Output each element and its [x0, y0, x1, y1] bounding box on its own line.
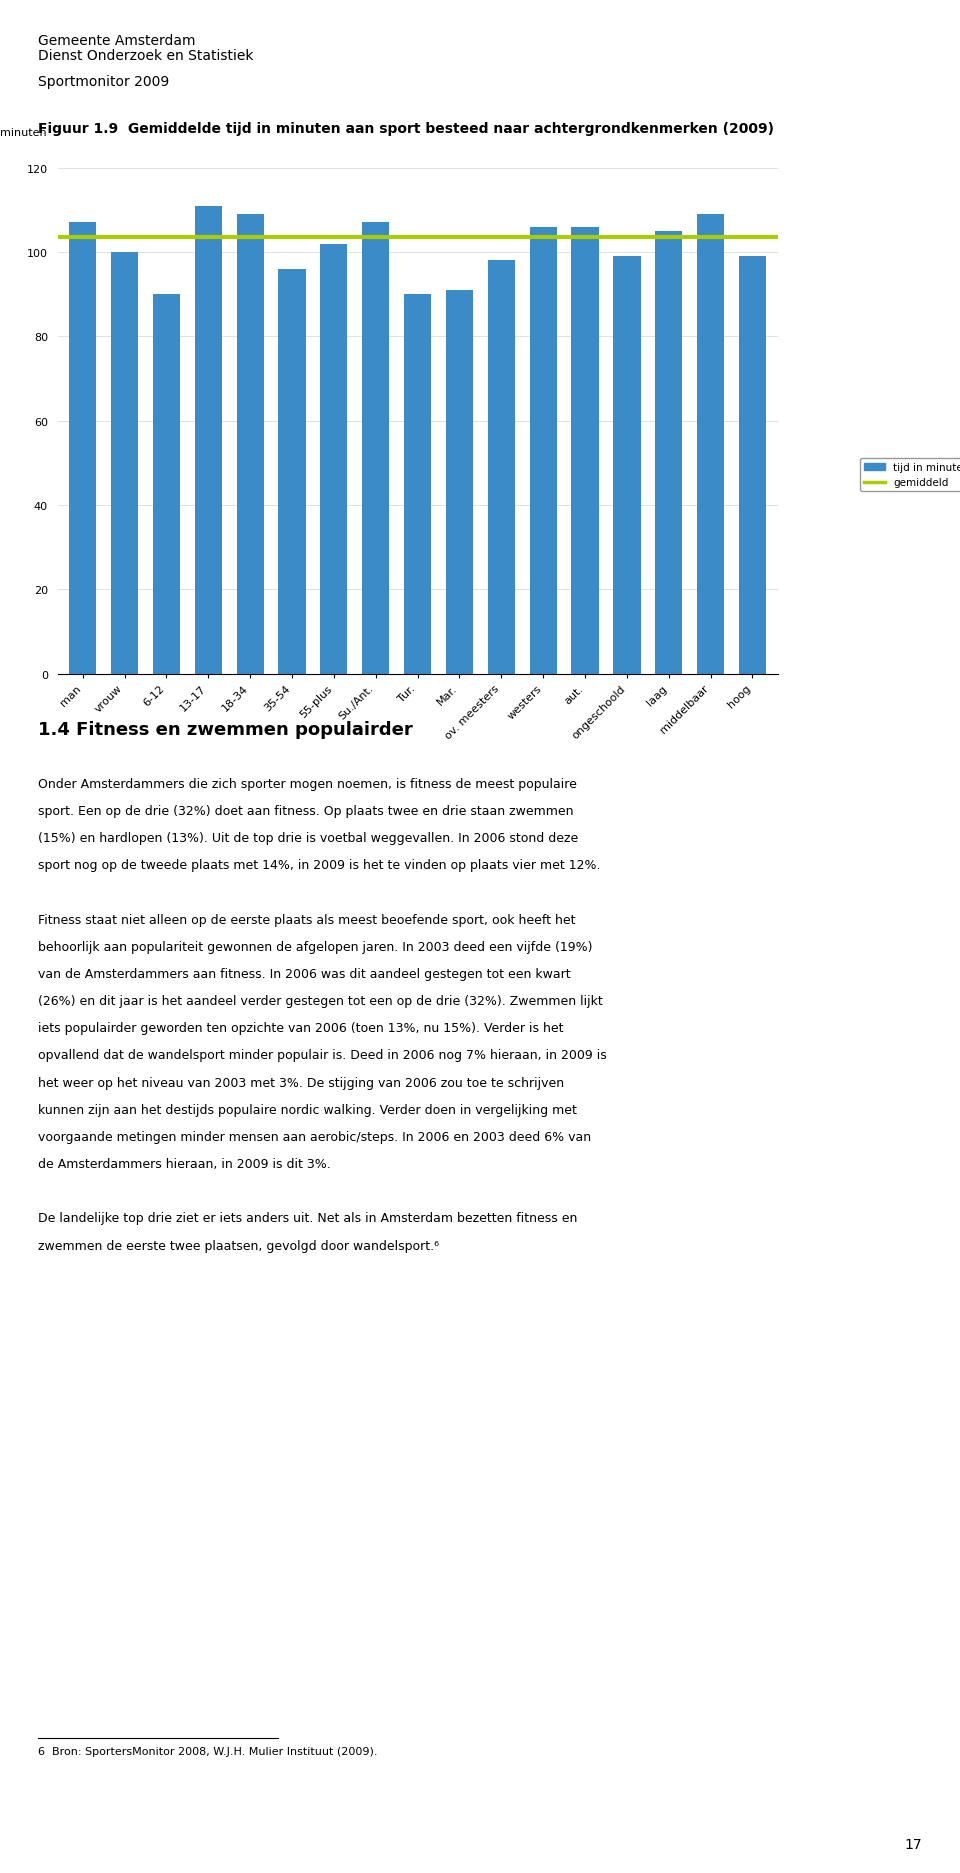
Text: Figuur 1.9  Gemiddelde tijd in minuten aan sport besteed naar achtergrondkenmerk: Figuur 1.9 Gemiddelde tijd in minuten aa…	[38, 122, 775, 135]
Bar	[153, 296, 180, 674]
Text: Fitness staat niet alleen op de eerste plaats als meest beoefende sport, ook hee: Fitness staat niet alleen op de eerste p…	[38, 912, 576, 925]
Bar	[655, 232, 683, 674]
Text: De landelijke top drie ziet er iets anders uit. Net als in Amsterdam bezetten fi: De landelijke top drie ziet er iets ande…	[38, 1212, 578, 1225]
Bar	[697, 215, 724, 674]
Legend: tijd in minuten, gemiddeld: tijd in minuten, gemiddeld	[860, 459, 960, 493]
Text: de Amsterdammers hieraan, in 2009 is dit 3%.: de Amsterdammers hieraan, in 2009 is dit…	[38, 1158, 331, 1171]
Text: kunnen zijn aan het destijds populaire nordic walking. Verder doen in vergelijki: kunnen zijn aan het destijds populaire n…	[38, 1103, 577, 1116]
Text: opvallend dat de wandelsport minder populair is. Deed in 2006 nog 7% hieraan, in: opvallend dat de wandelsport minder popu…	[38, 1049, 607, 1062]
Text: (15%) en hardlopen (13%). Uit de top drie is voetbal weggevallen. In 2006 stond : (15%) en hardlopen (13%). Uit de top dri…	[38, 832, 579, 845]
Text: Sportmonitor 2009: Sportmonitor 2009	[38, 75, 170, 88]
Text: Onder Amsterdammers die zich sporter mogen noemen, is fitness de meest populaire: Onder Amsterdammers die zich sporter mog…	[38, 777, 577, 790]
Bar	[236, 215, 264, 674]
Text: Gemeente Amsterdam: Gemeente Amsterdam	[38, 34, 196, 47]
Bar	[278, 270, 305, 674]
Text: van de Amsterdammers aan fitness. In 2006 was dit aandeel gestegen tot een kwart: van de Amsterdammers aan fitness. In 200…	[38, 966, 571, 980]
Bar	[111, 253, 138, 674]
Text: behoorlijk aan populariteit gewonnen de afgelopen jaren. In 2003 deed een vijfde: behoorlijk aan populariteit gewonnen de …	[38, 940, 593, 953]
Bar	[530, 227, 557, 674]
Text: Dienst Onderzoek en Statistiek: Dienst Onderzoek en Statistiek	[38, 49, 253, 62]
Bar	[321, 245, 348, 674]
Bar	[613, 257, 640, 674]
Text: 6  Bron: SportersMonitor 2008, W.J.H. Mulier Instituut (2009).: 6 Bron: SportersMonitor 2008, W.J.H. Mul…	[38, 1746, 378, 1755]
Bar	[739, 257, 766, 674]
Text: 17: 17	[904, 1837, 922, 1851]
Text: voorgaande metingen minder mensen aan aerobic/steps. In 2006 en 2003 deed 6% van: voorgaande metingen minder mensen aan ae…	[38, 1129, 591, 1143]
Text: iets populairder geworden ten opzichte van 2006 (toen 13%, nu 15%). Verder is he: iets populairder geworden ten opzichte v…	[38, 1021, 564, 1034]
Text: (26%) en dit jaar is het aandeel verder gestegen tot een op de drie (32%). Zwemm: (26%) en dit jaar is het aandeel verder …	[38, 995, 603, 1008]
Text: sport. Een op de drie (32%) doet aan fitness. Op plaats twee en drie staan zwemm: sport. Een op de drie (32%) doet aan fit…	[38, 805, 574, 817]
Bar	[362, 223, 390, 674]
Bar	[195, 206, 222, 674]
Bar	[69, 223, 96, 674]
Bar	[571, 227, 599, 674]
Text: zwemmen de eerste twee plaatsen, gevolgd door wandelsport.⁶: zwemmen de eerste twee plaatsen, gevolgd…	[38, 1240, 440, 1251]
Text: minuten: minuten	[0, 127, 47, 139]
Bar	[404, 296, 431, 674]
Text: 1.4 Fitness en zwemmen populairder: 1.4 Fitness en zwemmen populairder	[38, 721, 413, 740]
Bar	[488, 262, 515, 674]
Text: het weer op het niveau van 2003 met 3%. De stijging van 2006 zou toe te schrijve: het weer op het niveau van 2003 met 3%. …	[38, 1075, 564, 1088]
Bar	[445, 290, 473, 674]
Text: sport nog op de tweede plaats met 14%, in 2009 is het te vinden op plaats vier m: sport nog op de tweede plaats met 14%, i…	[38, 858, 601, 871]
